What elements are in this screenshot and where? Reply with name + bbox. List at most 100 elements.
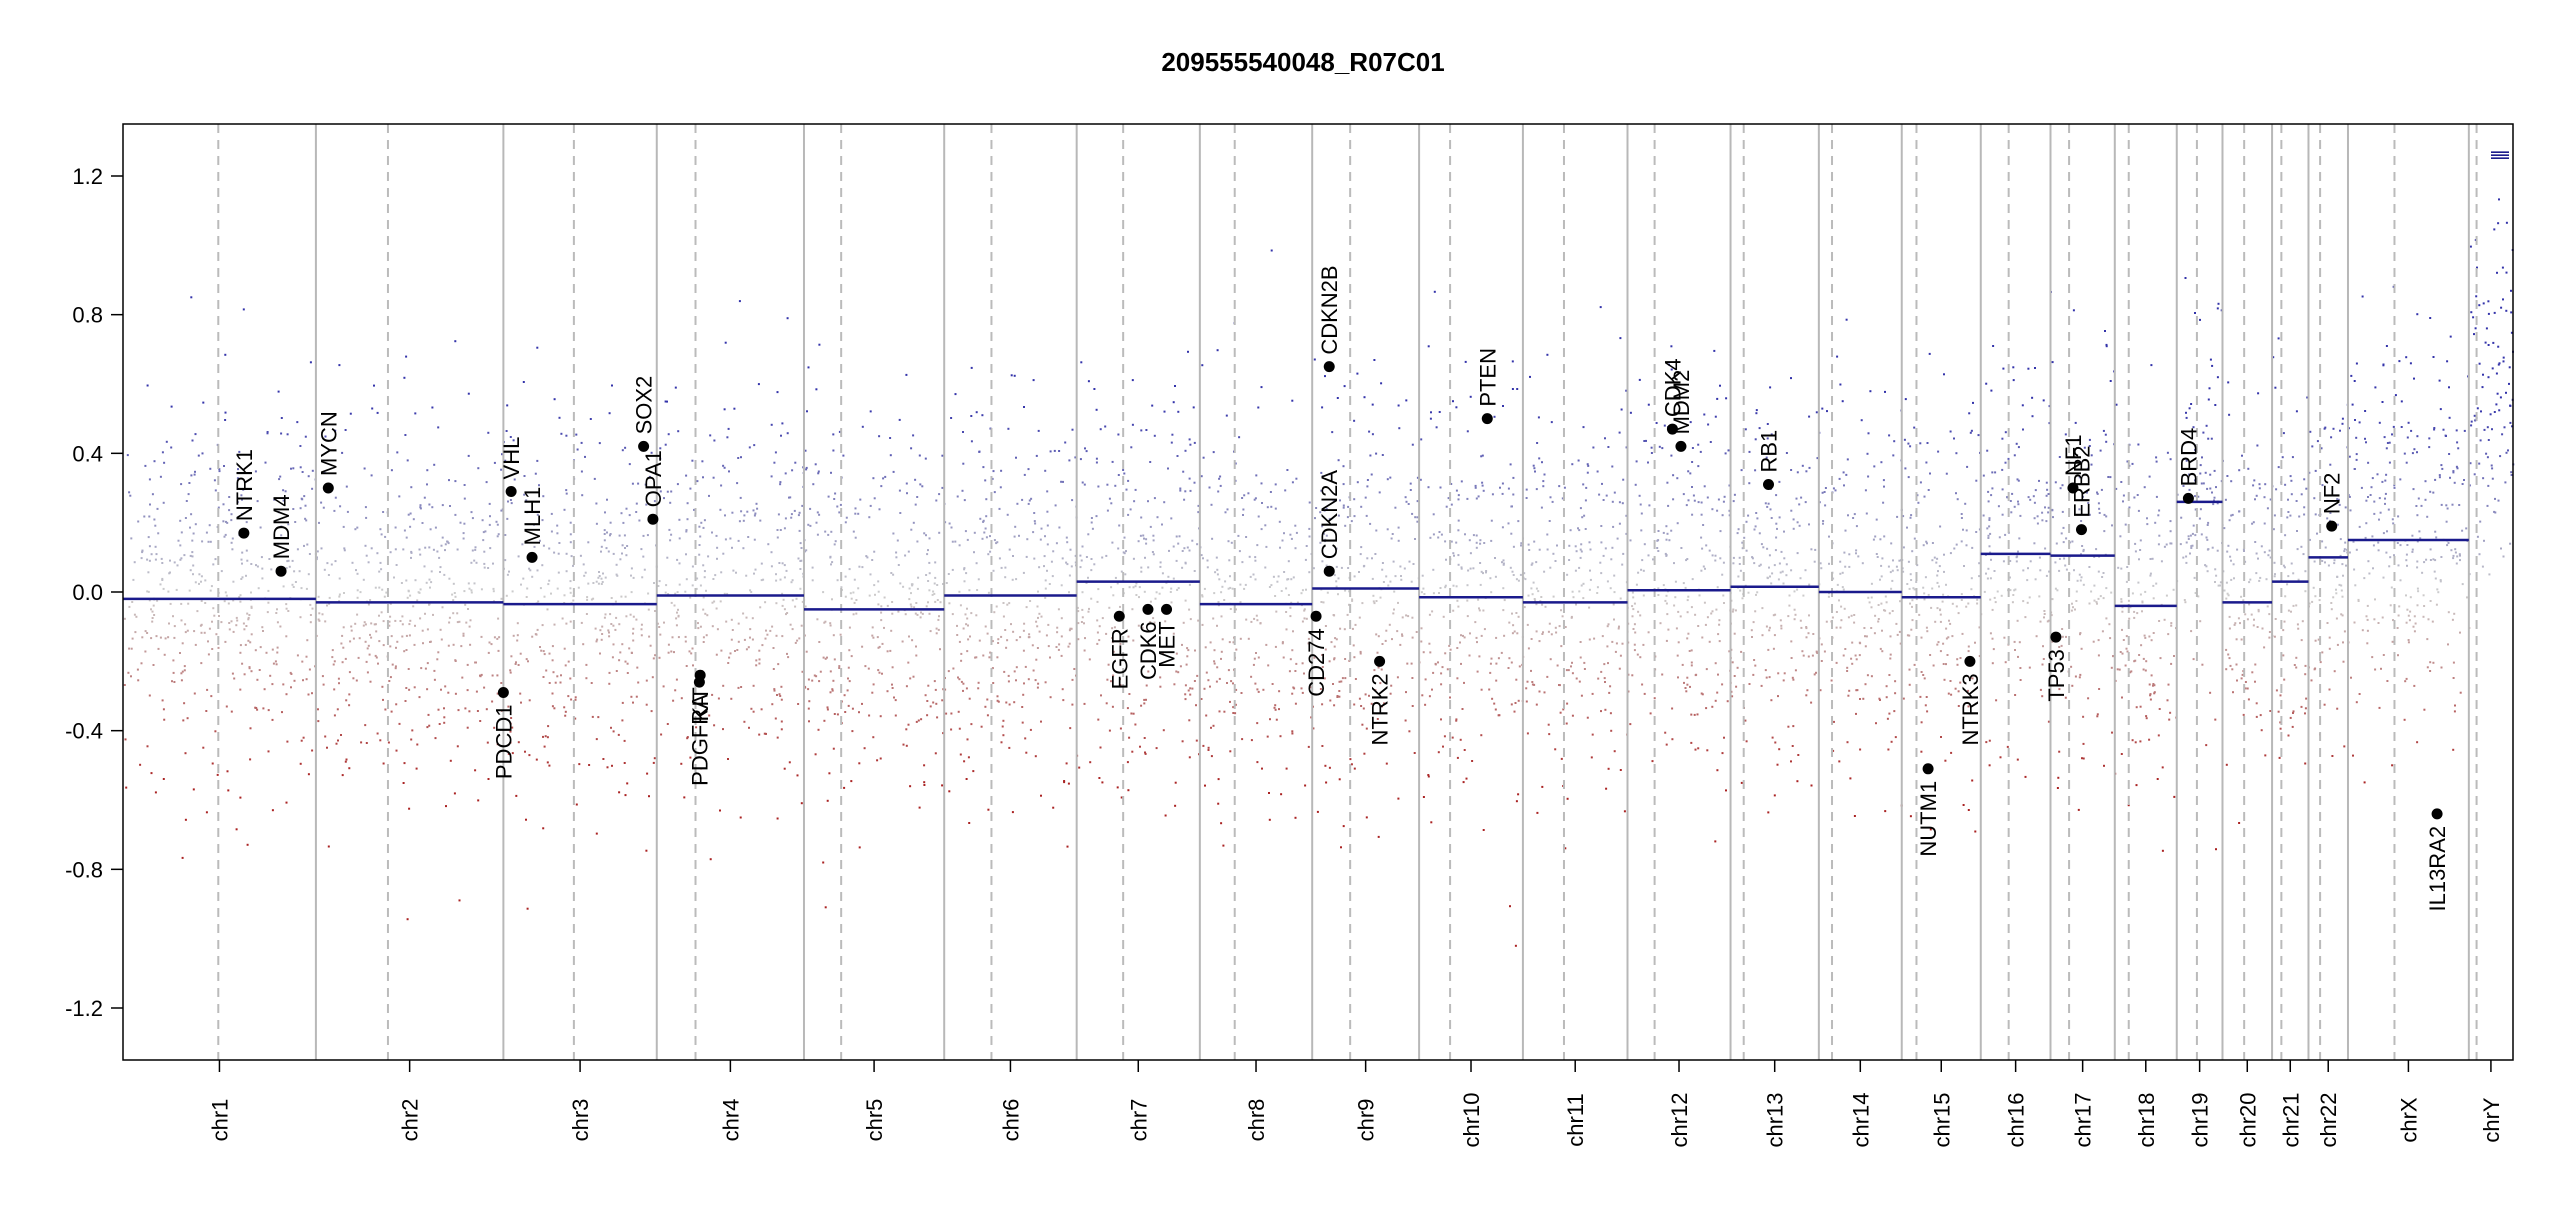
probe-point xyxy=(2257,557,2259,560)
probe-point xyxy=(1841,586,1844,589)
probe-point xyxy=(873,584,876,587)
probe-point xyxy=(1432,513,1435,516)
probe-point xyxy=(876,759,879,762)
probe-point xyxy=(1555,631,1558,634)
probe-point xyxy=(684,635,687,638)
probe-point xyxy=(1611,640,1614,643)
probe-point xyxy=(658,626,661,628)
probe-point xyxy=(2266,507,2269,510)
probe-point xyxy=(719,809,721,812)
probe-point xyxy=(542,827,545,830)
probe-point xyxy=(1040,615,1043,618)
probe-point xyxy=(625,615,628,618)
probe-point xyxy=(409,512,412,515)
probe-point xyxy=(1896,515,1899,518)
probe-point xyxy=(814,753,817,756)
probe-point xyxy=(470,511,473,514)
probe-point xyxy=(855,612,858,615)
probe-point xyxy=(2004,431,2007,434)
probe-point xyxy=(830,563,832,566)
probe-point xyxy=(1479,539,1482,542)
probe-point xyxy=(492,562,494,565)
probe-point xyxy=(148,515,151,518)
probe-point xyxy=(2078,476,2081,479)
probe-point xyxy=(1332,683,1334,685)
probe-point xyxy=(587,582,590,585)
probe-point xyxy=(255,707,258,709)
probe-point xyxy=(2019,679,2022,681)
probe-point xyxy=(998,507,1001,510)
probe-point xyxy=(763,732,766,735)
probe-point xyxy=(844,575,847,578)
probe-point xyxy=(161,562,164,564)
probe-point xyxy=(133,561,136,564)
probe-point xyxy=(645,703,648,706)
probe-point xyxy=(1342,465,1345,468)
probe-point xyxy=(984,625,987,628)
probe-point xyxy=(239,796,242,799)
probe-point xyxy=(453,792,456,795)
probe-point xyxy=(1884,810,1887,813)
probe-point xyxy=(364,724,367,727)
probe-point xyxy=(1866,452,1869,455)
probe-point xyxy=(1497,714,1500,717)
probe-point xyxy=(2001,468,2004,471)
probe-point xyxy=(245,574,247,577)
probe-point xyxy=(624,660,627,663)
probe-point xyxy=(765,629,767,632)
probe-point xyxy=(711,625,714,628)
probe-point xyxy=(183,554,186,557)
probe-point xyxy=(1959,657,1962,659)
probe-point xyxy=(648,475,651,478)
probe-point xyxy=(1593,637,1596,640)
probe-point xyxy=(501,709,504,712)
probe-point xyxy=(1686,599,1689,602)
probe-point xyxy=(1222,844,1225,847)
probe-point xyxy=(1344,589,1347,592)
probe-point xyxy=(2240,638,2243,641)
probe-point xyxy=(2041,663,2044,666)
probe-point xyxy=(1435,426,1438,429)
probe-point xyxy=(832,433,835,436)
probe-point xyxy=(1176,455,1179,457)
probe-point xyxy=(849,592,852,595)
probe-point xyxy=(1782,679,1785,682)
probe-point xyxy=(2210,437,2213,440)
probe-point xyxy=(272,662,275,665)
probe-point xyxy=(1752,673,1755,676)
probe-point xyxy=(1480,455,1483,458)
probe-point xyxy=(402,548,405,551)
probe-point xyxy=(1911,550,1914,553)
probe-point xyxy=(209,540,212,543)
probe-point xyxy=(786,317,789,320)
probe-point xyxy=(800,624,803,627)
probe-point xyxy=(1111,627,1114,630)
probe-point xyxy=(1191,687,1194,690)
probe-point xyxy=(254,649,257,652)
probe-point xyxy=(1060,617,1063,620)
probe-point xyxy=(1642,594,1645,597)
probe-point xyxy=(373,384,375,387)
probe-point xyxy=(140,662,143,665)
probe-point xyxy=(1264,566,1267,569)
probe-point xyxy=(1256,688,1259,691)
probe-point xyxy=(1269,718,1271,721)
probe-point xyxy=(692,664,694,667)
probe-point xyxy=(2121,652,2124,655)
probe-point xyxy=(1133,500,1136,503)
probe-point xyxy=(1606,580,1609,583)
probe-point xyxy=(980,725,983,728)
probe-point xyxy=(289,671,292,674)
probe-point xyxy=(2071,540,2074,543)
probe-point xyxy=(1577,527,1579,530)
probe-point xyxy=(715,534,718,537)
probe-point xyxy=(2149,572,2152,575)
probe-point xyxy=(1991,471,1994,474)
probe-point xyxy=(1110,586,1113,589)
probe-point xyxy=(1889,657,1892,660)
probe-point xyxy=(1177,542,1180,545)
probe-point xyxy=(1370,473,1373,476)
probe-point xyxy=(2121,606,2124,609)
probe-point xyxy=(1474,486,1477,489)
probe-point xyxy=(171,680,173,683)
